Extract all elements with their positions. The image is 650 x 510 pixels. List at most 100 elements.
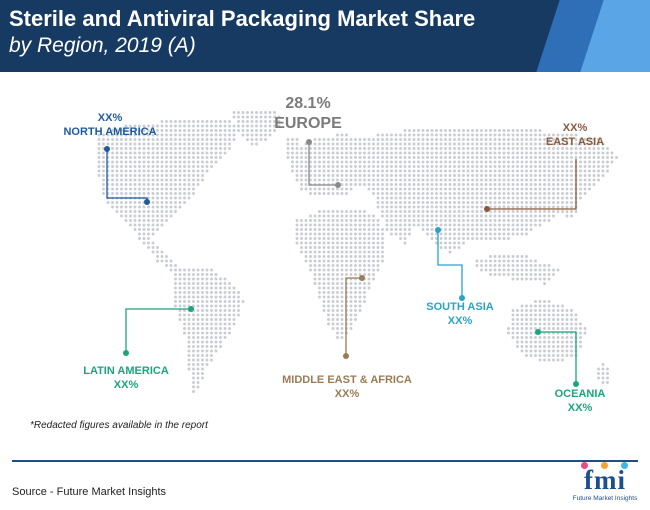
map-dot xyxy=(228,295,231,299)
map-dot xyxy=(520,268,524,272)
map-dot xyxy=(444,246,447,249)
map-dot xyxy=(538,304,542,308)
map-dot xyxy=(525,309,528,312)
map-dot xyxy=(327,313,330,317)
map-dot xyxy=(507,201,510,204)
map-dot xyxy=(115,129,119,132)
map-dot xyxy=(363,219,366,222)
north-america-marker xyxy=(144,199,150,205)
map-dot xyxy=(183,318,186,321)
map-dot xyxy=(322,259,326,263)
map-dot xyxy=(160,133,164,137)
map-dot xyxy=(340,331,344,335)
europe-leader xyxy=(308,142,338,186)
map-dot xyxy=(489,259,492,263)
map-dot xyxy=(318,210,321,213)
map-dot xyxy=(538,354,542,357)
map-dot xyxy=(151,124,155,128)
map-dot xyxy=(129,187,132,191)
map-dot xyxy=(534,165,537,168)
map-dot xyxy=(331,138,335,141)
map-dot xyxy=(214,309,218,312)
map-dot xyxy=(543,318,546,321)
map-dot xyxy=(435,138,438,141)
map-dot xyxy=(583,156,587,159)
map-dot xyxy=(151,223,155,227)
map-dot xyxy=(138,124,141,128)
map-dot xyxy=(300,183,303,186)
map-dot xyxy=(201,282,204,285)
map-dot xyxy=(372,138,375,141)
map-dot xyxy=(174,264,177,267)
map-dot xyxy=(250,129,254,132)
map-dot xyxy=(372,183,375,186)
map-dot xyxy=(556,147,560,150)
map-dot xyxy=(453,174,456,177)
map-dot xyxy=(318,156,321,159)
map-dot xyxy=(129,219,132,222)
map-dot xyxy=(480,151,483,155)
map-dot xyxy=(178,313,182,317)
map-dot xyxy=(520,183,524,186)
map-dot xyxy=(363,138,366,141)
map-dot xyxy=(466,228,470,231)
map-dot xyxy=(525,165,528,168)
map-dot xyxy=(349,165,353,168)
map-dot xyxy=(448,196,452,200)
map-dot xyxy=(579,147,582,150)
map-dot xyxy=(138,219,141,222)
map-dot xyxy=(178,138,182,141)
map-dot xyxy=(466,210,470,213)
map-dot xyxy=(507,196,510,200)
map-dot xyxy=(363,237,366,240)
map-dot xyxy=(475,151,479,155)
map-dot xyxy=(363,273,366,276)
map-dot xyxy=(529,322,533,326)
map-dot xyxy=(430,160,434,164)
map-dot xyxy=(147,165,150,168)
map-dot xyxy=(511,264,515,267)
map-dot xyxy=(246,111,249,114)
oceania-label: OCEANIA XX% xyxy=(540,387,620,415)
map-dot xyxy=(187,183,191,186)
map-dot xyxy=(331,318,335,321)
map-dot xyxy=(493,147,497,150)
map-dot xyxy=(493,268,497,272)
map-dot xyxy=(102,142,105,146)
map-dot xyxy=(529,178,533,182)
map-dot xyxy=(349,214,353,218)
map-dot xyxy=(480,214,483,218)
map-dot xyxy=(313,282,317,285)
map-dot xyxy=(223,309,227,312)
map-dot xyxy=(268,120,272,123)
map-dot xyxy=(408,133,411,137)
map-dot xyxy=(142,151,146,155)
map-dot xyxy=(390,210,393,213)
map-dot xyxy=(552,192,555,195)
map-dot xyxy=(466,178,470,182)
map-dot xyxy=(529,160,533,164)
map-dot xyxy=(183,273,186,276)
map-dot xyxy=(111,160,114,164)
map-dot xyxy=(363,228,366,231)
oceania-marker xyxy=(535,329,541,335)
map-dot xyxy=(147,187,150,191)
map-dot xyxy=(412,192,416,195)
map-dot xyxy=(331,219,335,222)
map-dot xyxy=(354,250,357,254)
map-dot xyxy=(219,331,222,335)
map-dot xyxy=(372,151,375,155)
map-dot xyxy=(453,214,456,218)
map-dot xyxy=(435,232,438,236)
map-dot xyxy=(529,196,533,200)
map-dot xyxy=(178,318,182,321)
map-dot xyxy=(142,138,146,141)
map-dot xyxy=(367,282,371,285)
map-dot xyxy=(147,228,150,231)
map-dot xyxy=(340,133,344,137)
map-dot xyxy=(196,183,200,186)
map-dot xyxy=(498,205,501,209)
map-dot xyxy=(187,129,191,132)
map-dot xyxy=(156,160,159,164)
map-dot xyxy=(439,178,443,182)
